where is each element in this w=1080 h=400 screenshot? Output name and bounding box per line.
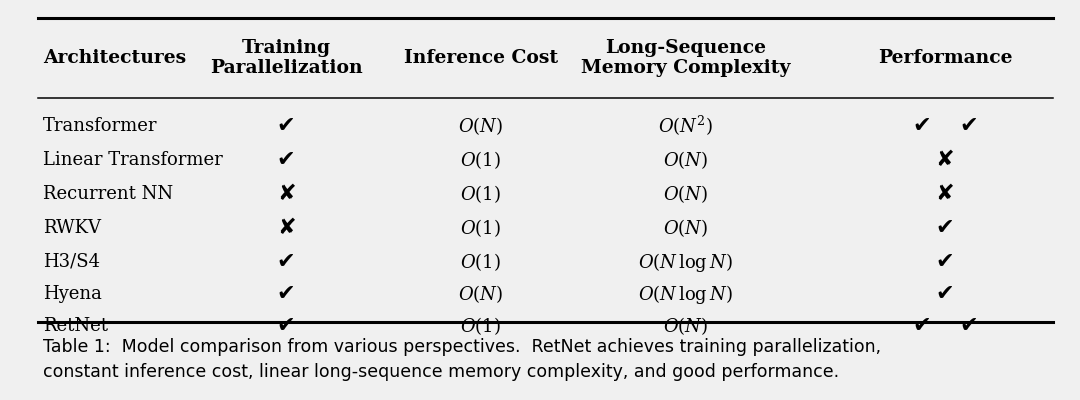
Text: $O(1)$: $O(1)$ bbox=[460, 251, 501, 273]
Text: $O(1)$: $O(1)$ bbox=[460, 183, 501, 205]
Text: ✘: ✘ bbox=[276, 184, 296, 204]
Text: $O(N)$: $O(N)$ bbox=[458, 283, 503, 305]
Text: ✔: ✔ bbox=[276, 316, 296, 336]
Text: $O(N)$: $O(N)$ bbox=[663, 217, 708, 239]
Text: ✔: ✔ bbox=[935, 218, 955, 238]
Text: ✔: ✔ bbox=[912, 116, 931, 136]
Text: $O(1)$: $O(1)$ bbox=[460, 217, 501, 239]
Text: ✔: ✔ bbox=[935, 252, 955, 272]
Text: Performance: Performance bbox=[878, 49, 1012, 67]
Text: ✘: ✘ bbox=[935, 184, 955, 204]
Text: ✔: ✔ bbox=[276, 116, 296, 136]
Text: ✔: ✔ bbox=[276, 252, 296, 272]
Text: $O(1)$: $O(1)$ bbox=[460, 315, 501, 337]
Text: ✔: ✔ bbox=[912, 316, 931, 336]
Text: H3/S4: H3/S4 bbox=[43, 253, 100, 271]
Text: Architectures: Architectures bbox=[43, 49, 187, 67]
Text: $O(N)$: $O(N)$ bbox=[458, 115, 503, 137]
Text: $O(N)$: $O(N)$ bbox=[663, 149, 708, 171]
Text: ✔: ✔ bbox=[935, 284, 955, 304]
Text: ✔: ✔ bbox=[959, 316, 978, 336]
Text: ✔: ✔ bbox=[276, 284, 296, 304]
Text: RWKV: RWKV bbox=[43, 219, 102, 237]
Text: Recurrent NN: Recurrent NN bbox=[43, 185, 173, 203]
Text: RetNet: RetNet bbox=[43, 317, 108, 335]
Text: Long-Sequence
Memory Complexity: Long-Sequence Memory Complexity bbox=[581, 39, 791, 77]
Text: Inference Cost: Inference Cost bbox=[404, 49, 557, 67]
Text: $O(N\,\log N)$: $O(N\,\log N)$ bbox=[638, 282, 733, 306]
Text: $O(N)$: $O(N)$ bbox=[663, 315, 708, 337]
Text: $O(1)$: $O(1)$ bbox=[460, 149, 501, 171]
Text: ✔: ✔ bbox=[276, 150, 296, 170]
Text: Transformer: Transformer bbox=[43, 117, 158, 135]
Text: Training
Parallelization: Training Parallelization bbox=[210, 39, 363, 77]
Text: ✘: ✘ bbox=[935, 150, 955, 170]
Text: Hyena: Hyena bbox=[43, 285, 103, 303]
Text: $O(N\,\log N)$: $O(N\,\log N)$ bbox=[638, 250, 733, 274]
Text: ✔: ✔ bbox=[959, 116, 978, 136]
Text: ✘: ✘ bbox=[276, 218, 296, 238]
Text: $O(N)$: $O(N)$ bbox=[663, 183, 708, 205]
Text: Linear Transformer: Linear Transformer bbox=[43, 151, 222, 169]
Text: $O(N^{2})$: $O(N^{2})$ bbox=[659, 114, 713, 138]
Text: Table 1:  Model comparison from various perspectives.  RetNet achieves training : Table 1: Model comparison from various p… bbox=[43, 338, 881, 381]
